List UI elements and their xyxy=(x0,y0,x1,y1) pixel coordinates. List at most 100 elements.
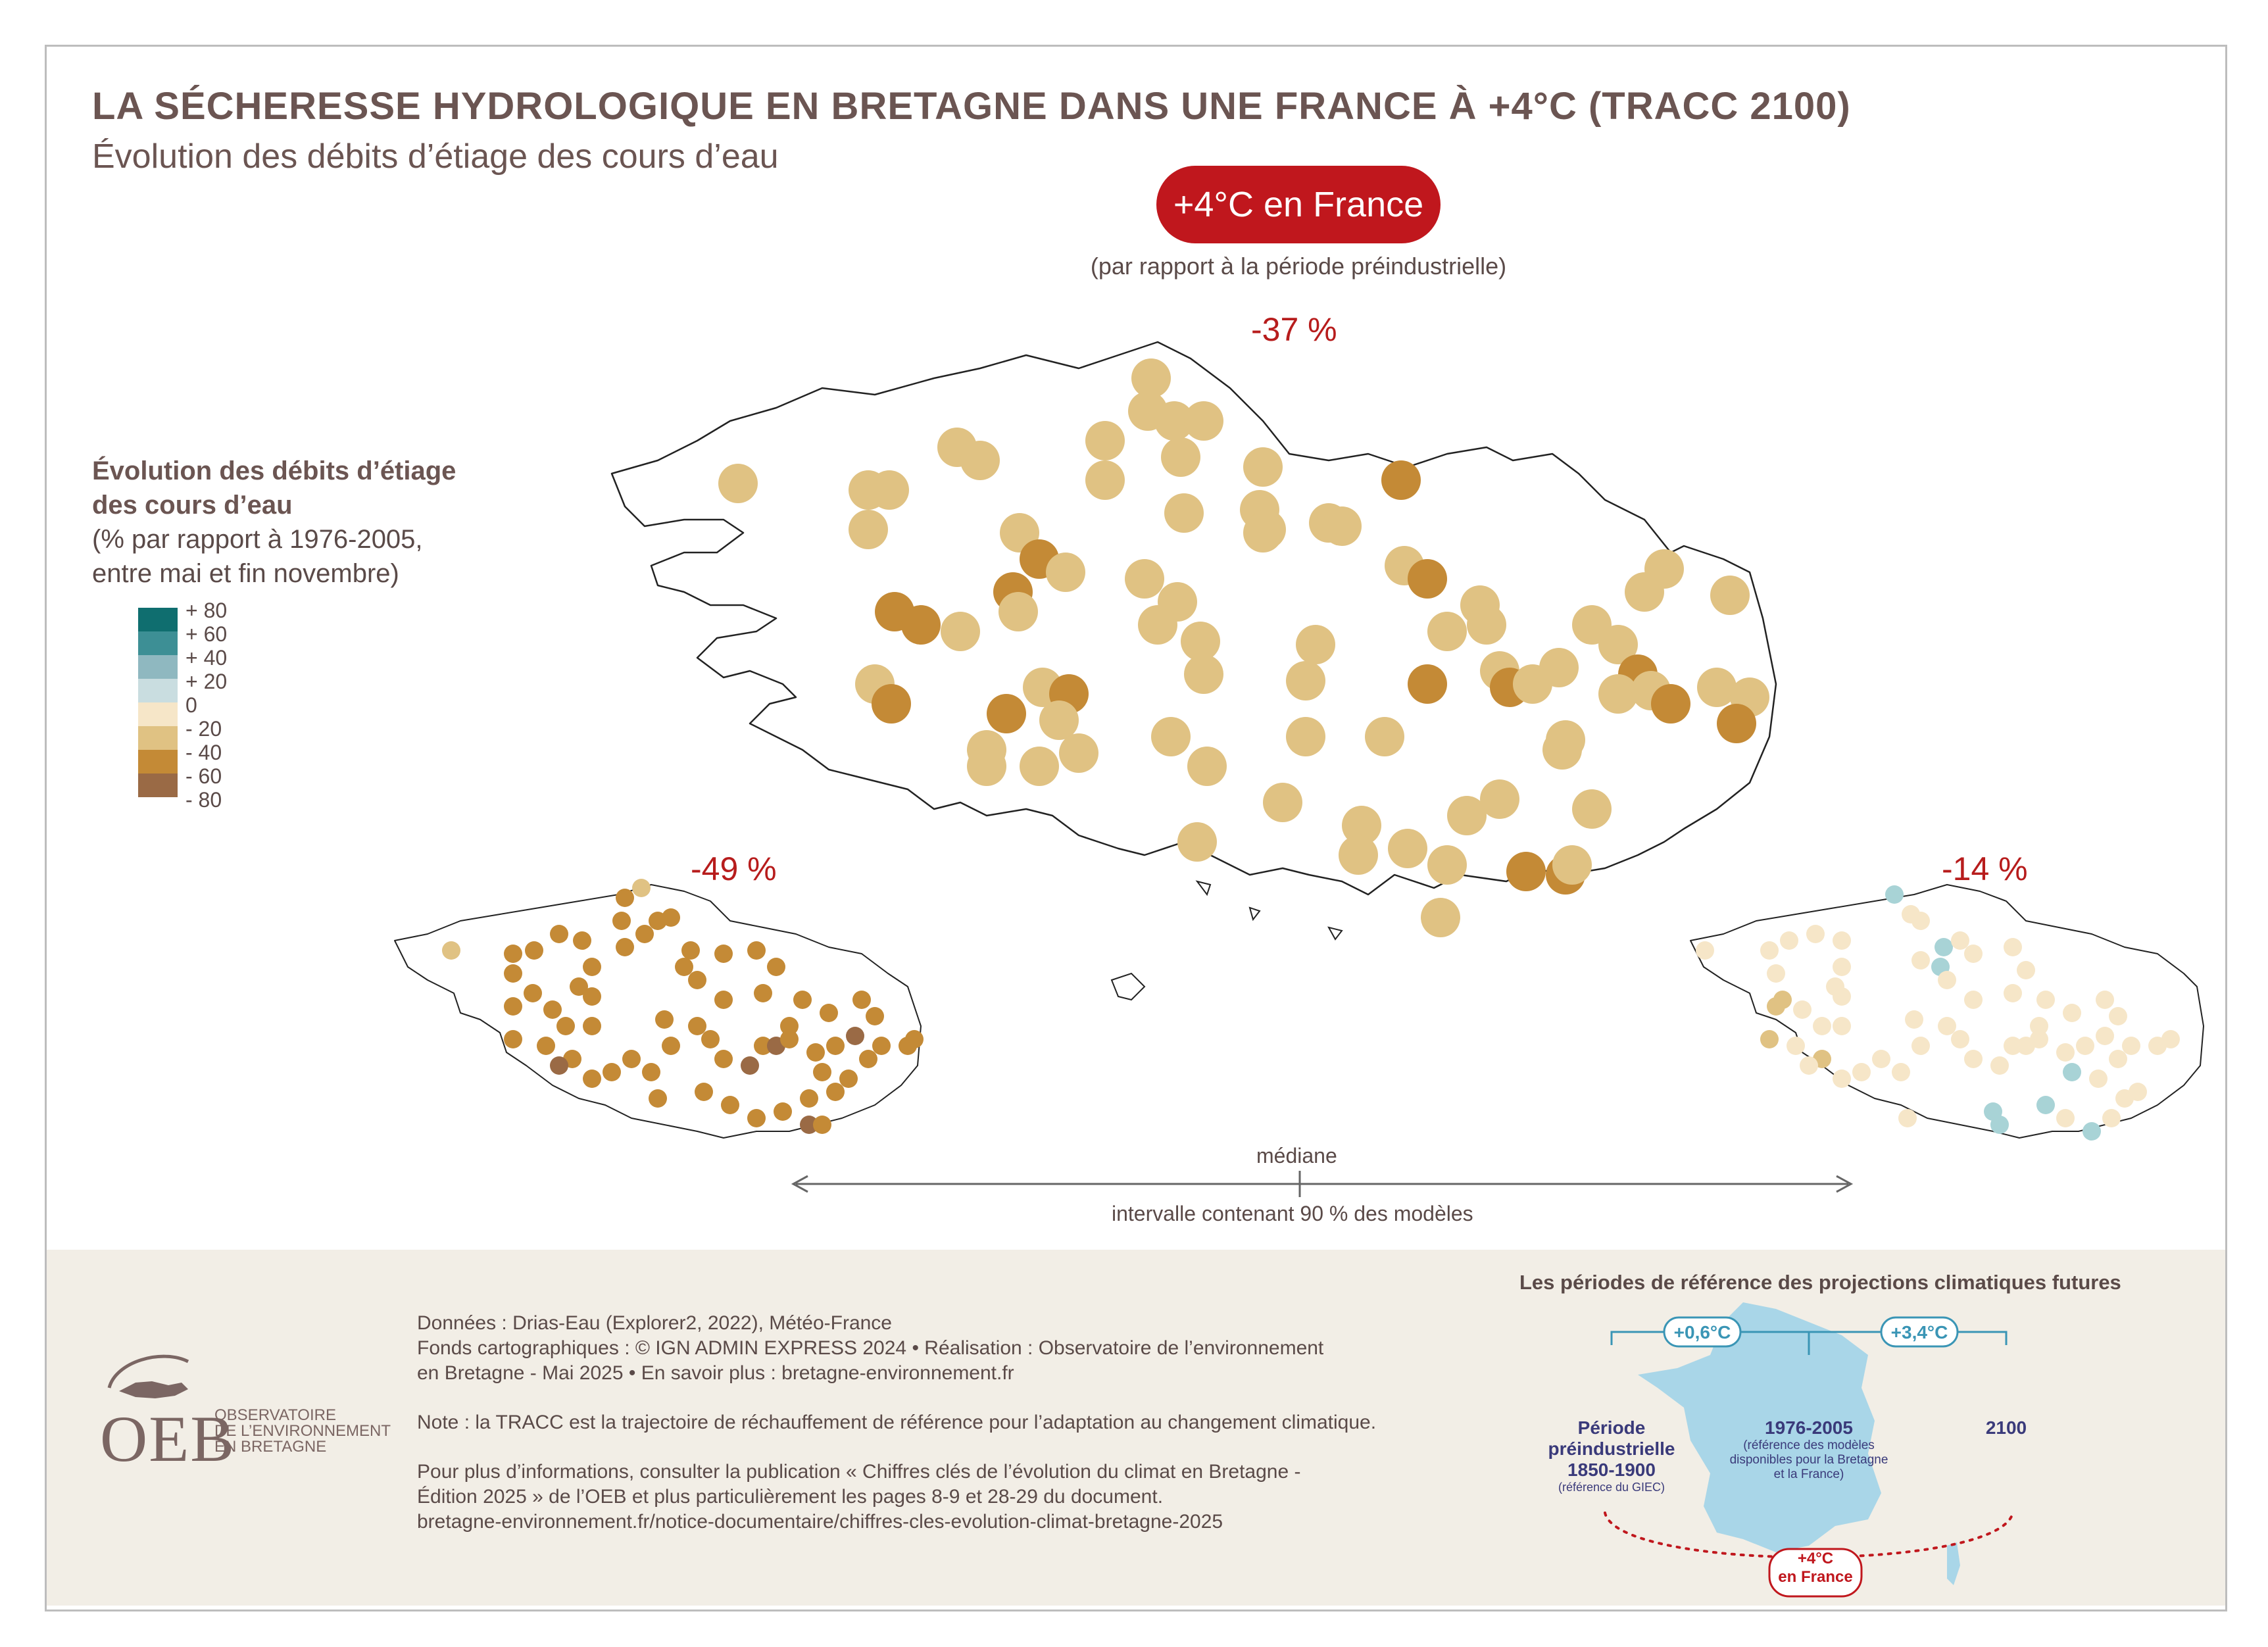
station-dot xyxy=(941,612,980,651)
station-dot xyxy=(905,1030,924,1048)
pre-note: (référence du GIEC) xyxy=(1558,1481,1665,1494)
station-dot xyxy=(754,1037,772,1055)
station-dot xyxy=(1131,358,1171,398)
station-dot xyxy=(573,931,591,950)
station-dot xyxy=(901,605,941,645)
station-dot xyxy=(2004,938,2022,956)
station-dot xyxy=(1780,931,1798,950)
station-dot xyxy=(2056,1109,2075,1127)
station-dot xyxy=(2096,991,2114,1009)
station-dot xyxy=(1938,1017,1956,1035)
station-dot xyxy=(1184,654,1223,694)
legend-title-line2: des cours d’eau xyxy=(92,491,293,520)
brittany-main-outline xyxy=(610,341,1777,896)
logo-line2: DE L’ENVIRONNEMENT xyxy=(214,1422,391,1440)
station-dot xyxy=(1187,747,1227,786)
station-dot xyxy=(583,987,601,1006)
station-dot xyxy=(800,1089,818,1108)
station-dot xyxy=(780,1017,799,1035)
station-dot xyxy=(813,1116,831,1134)
median-value: -37 % xyxy=(1251,311,1337,348)
station-dot xyxy=(1852,1063,1871,1081)
station-dot xyxy=(583,958,601,976)
station-dot xyxy=(866,1007,884,1025)
station-dot xyxy=(714,1050,733,1068)
station-dot xyxy=(1151,717,1191,756)
legend-label: - 20 xyxy=(185,717,222,741)
station-dot xyxy=(1787,1037,1805,1055)
station-dot xyxy=(1717,704,1756,743)
station-dot xyxy=(688,971,706,989)
scenario-note: (par rapport à la période préindustriell… xyxy=(1090,253,1507,280)
station-dot xyxy=(714,945,733,963)
ref-note2: disponibles pour la Bretagne xyxy=(1729,1453,1888,1467)
corsica-shape xyxy=(1947,1542,1960,1585)
station-dot xyxy=(504,945,522,963)
station-dot xyxy=(1322,506,1362,546)
station-dot xyxy=(1447,796,1487,835)
station-dot xyxy=(1935,938,1953,956)
station-dot xyxy=(1898,1109,1917,1127)
station-dot xyxy=(2096,1027,2114,1045)
station-dot xyxy=(1833,958,1851,976)
station-dot xyxy=(774,1102,792,1121)
legend-title-line1: Évolution des débits d’étiage xyxy=(92,456,456,485)
periods-diagram xyxy=(1604,1302,2014,1598)
info-link[interactable]: bretagne-environnement.fr/notice-documen… xyxy=(417,1511,1223,1533)
station-dot xyxy=(642,1063,660,1081)
station-dot xyxy=(741,1056,759,1075)
station-dot xyxy=(1427,612,1467,651)
station-dot xyxy=(998,592,1038,631)
future-label: 2100 xyxy=(1985,1417,2027,1438)
station-dot xyxy=(1964,991,1983,1009)
station-dot xyxy=(537,1037,555,1055)
station-dot xyxy=(1911,951,1930,970)
station-dot xyxy=(662,908,680,927)
station-dot xyxy=(1296,625,1335,664)
logo-text: OBSERVATOIRE DE L’ENVIRONNEMENT EN BRETA… xyxy=(214,1408,391,1455)
station-dot xyxy=(1598,625,1638,664)
station-dot xyxy=(859,1050,877,1068)
low-value: -49 % xyxy=(691,850,777,887)
pre-line3: 1850-1900 xyxy=(1567,1460,1656,1480)
station-dot xyxy=(2102,1109,2121,1127)
badge-box xyxy=(1768,1548,1863,1598)
station-dot xyxy=(2056,1043,2075,1062)
pre-line1: Période xyxy=(1577,1417,1646,1438)
station-dot xyxy=(701,1030,720,1048)
station-dot xyxy=(1760,941,1779,960)
station-dot xyxy=(1161,437,1200,477)
legend-label: + 20 xyxy=(185,670,228,693)
station-dot xyxy=(2109,1007,2127,1025)
station-dot xyxy=(747,1109,766,1127)
pre-line2: préindustrielle xyxy=(1548,1438,1675,1459)
station-dot xyxy=(1164,493,1204,533)
station-dot xyxy=(2083,1122,2101,1141)
station-dot xyxy=(826,1037,845,1055)
station-dot xyxy=(1286,717,1325,756)
legend-title: Évolution des débits d’étiage des cours … xyxy=(92,454,456,591)
station-dot xyxy=(2030,1030,2048,1048)
station-dot xyxy=(820,1004,838,1022)
station-dot xyxy=(1872,1050,1890,1068)
station-dot xyxy=(793,991,812,1009)
legend-label: - 60 xyxy=(185,764,222,788)
station-dot xyxy=(2004,984,2022,1002)
station-dot xyxy=(1598,674,1638,714)
station-dot xyxy=(1905,1010,1923,1029)
station-dot xyxy=(1833,1069,1851,1088)
station-dot xyxy=(695,1083,713,1101)
station-dot xyxy=(754,984,772,1002)
sources-line3: en Bretagne - Mai 2025 • En savoir plus … xyxy=(417,1362,1014,1384)
station-dot xyxy=(442,941,460,960)
legend-swatch xyxy=(138,726,178,750)
station-dot xyxy=(872,1037,891,1055)
ref-note3: et la France) xyxy=(1773,1467,1844,1481)
dots-main xyxy=(718,358,1769,937)
legend-label: 0 xyxy=(185,693,197,717)
station-dot xyxy=(622,1050,641,1068)
station-dot xyxy=(1625,572,1664,612)
station-dot xyxy=(1365,717,1404,756)
station-dot xyxy=(525,941,543,960)
